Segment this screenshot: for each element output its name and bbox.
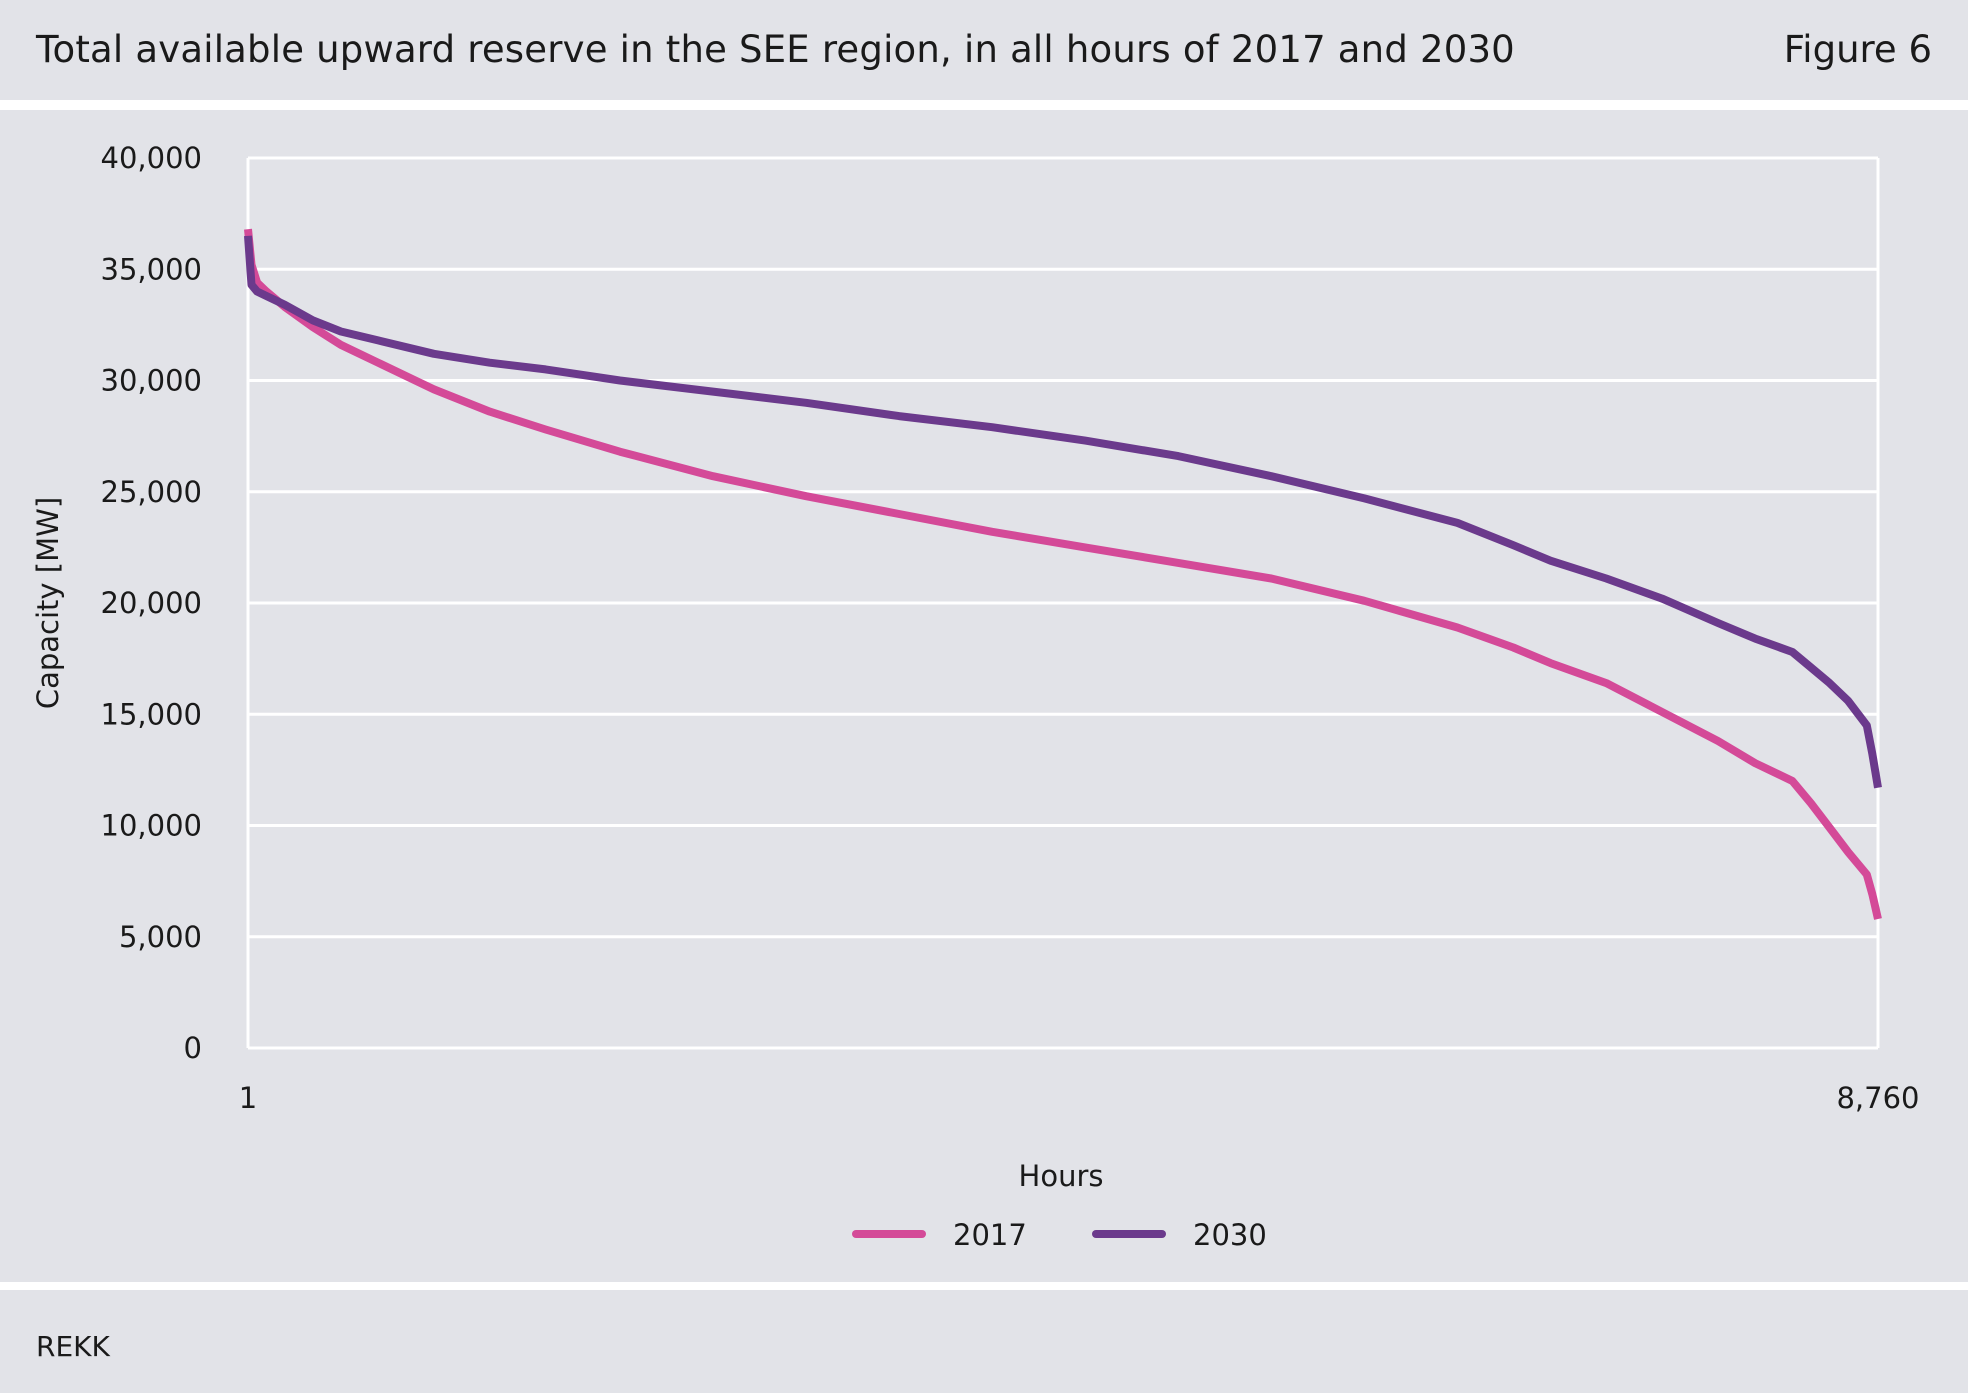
series-line-2017	[244, 228, 1882, 920]
x-tick-label: 8,760	[1836, 1081, 1919, 1115]
y-tick-label: 10,000	[101, 809, 202, 843]
y-tick-label: 15,000	[101, 697, 202, 731]
legend-label-2017: 2017	[953, 1218, 1027, 1252]
source-note: REKK	[36, 1330, 110, 1363]
x-axis-title: Hours	[1019, 1159, 1104, 1193]
x-tick-label: 1	[239, 1081, 257, 1115]
y-tick-label: 40,000	[101, 141, 202, 175]
y-tick-label: 25,000	[101, 475, 202, 509]
line-chart: 0 5,000 10,000 15,000 20,000 25,000 30,000 35,0…	[31, 141, 1920, 1252]
y-tick-label: 0	[184, 1031, 202, 1065]
y-tick-label: 30,000	[101, 364, 202, 398]
footer-band: REKK	[0, 1290, 1968, 1393]
header-band: Total available upward reserve in the SE…	[0, 0, 1968, 100]
series-lines	[244, 228, 1882, 920]
y-tick-label: 20,000	[101, 586, 202, 620]
y-axis-tick-labels: 0 5,000 10,000 15,000 20,000 25,000 30,000 35,0…	[101, 141, 202, 1065]
chart-title: Total available upward reserve in the SE…	[36, 28, 1515, 71]
y-axis-title: Capacity [MW]	[31, 497, 65, 709]
grid-lines	[246, 156, 1880, 1050]
legend-label-2030: 2030	[1193, 1218, 1267, 1252]
legend: 2017 2030	[852, 1218, 1267, 1252]
series-line-2030	[244, 235, 1882, 789]
y-tick-label: 35,000	[101, 252, 202, 286]
y-tick-label: 5,000	[119, 920, 202, 954]
plot-panel: 0 5,000 10,000 15,000 20,000 25,000 30,000 35,0…	[0, 110, 1968, 1282]
figure-number: Figure 6	[1783, 28, 1932, 71]
x-axis-tick-labels: 1 8,760	[239, 1081, 1920, 1115]
